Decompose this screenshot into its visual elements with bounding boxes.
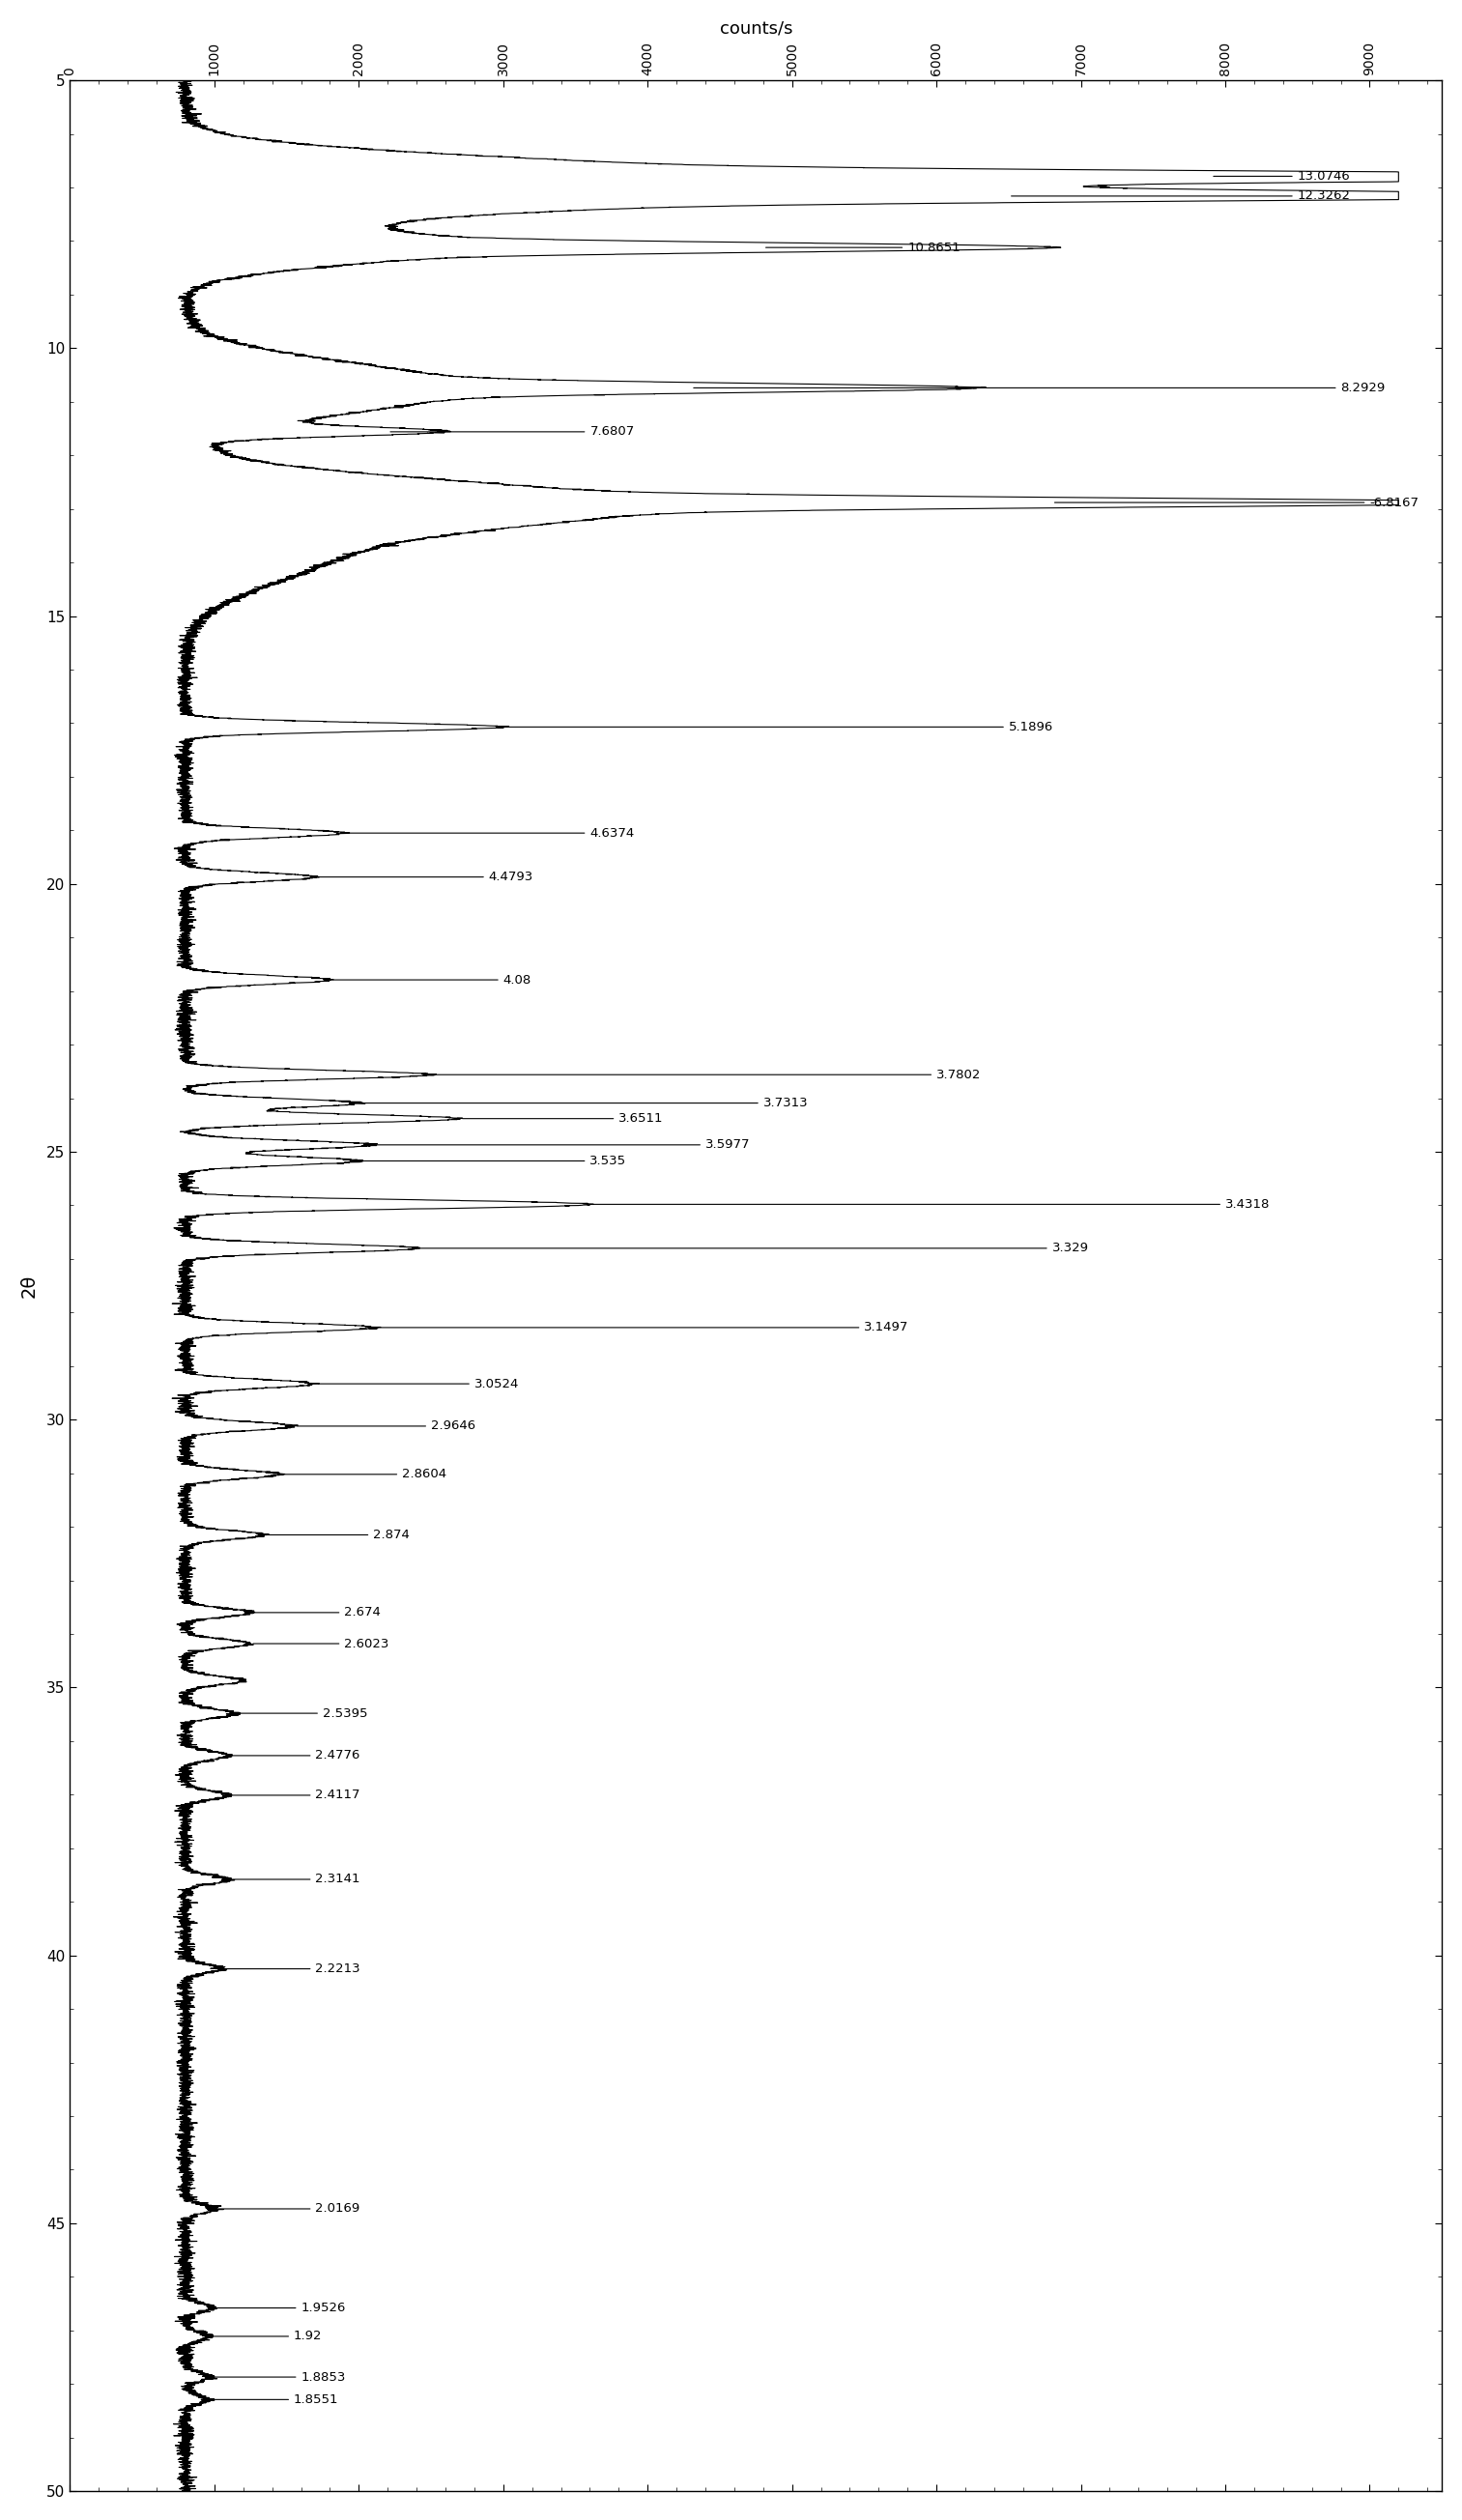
Text: 2.674: 2.674 (253, 1605, 382, 1618)
Text: 12.3262: 12.3262 (1012, 189, 1351, 202)
Text: 2.0169: 2.0169 (216, 2202, 360, 2215)
Text: 3.7313: 3.7313 (361, 1096, 808, 1109)
Text: 4.4793: 4.4793 (319, 872, 534, 885)
Text: 10.8651: 10.8651 (766, 242, 961, 255)
Text: 2.9646: 2.9646 (297, 1419, 475, 1431)
Text: 3.4318: 3.4318 (592, 1197, 1270, 1210)
Text: 2.3141: 2.3141 (231, 1872, 361, 1885)
Text: 2.874: 2.874 (268, 1530, 409, 1542)
Text: 2.5395: 2.5395 (238, 1706, 367, 1719)
Text: 8.2929: 8.2929 (693, 381, 1386, 393)
Text: 1.8551: 1.8551 (211, 2394, 339, 2407)
Text: 3.0524: 3.0524 (319, 1378, 519, 1391)
Text: 4.08: 4.08 (332, 973, 532, 985)
Text: 5.1896: 5.1896 (506, 721, 1053, 733)
Text: 2.8604: 2.8604 (282, 1469, 447, 1482)
Text: 2.4776: 2.4776 (231, 1749, 360, 1761)
Text: 13.0746: 13.0746 (1213, 169, 1351, 181)
Text: 2.4117: 2.4117 (231, 1789, 361, 1802)
Text: 1.8853: 1.8853 (213, 2371, 346, 2384)
Text: 3.329: 3.329 (420, 1242, 1089, 1255)
Text: 7.6807: 7.6807 (390, 426, 635, 438)
Text: 3.7802: 3.7802 (434, 1068, 981, 1081)
Y-axis label: 2θ: 2θ (20, 1275, 38, 1298)
X-axis label: counts/s: counts/s (719, 20, 792, 38)
Text: 3.1497: 3.1497 (376, 1320, 909, 1333)
Text: 1.9526: 1.9526 (213, 2301, 346, 2313)
Text: 2.2213: 2.2213 (224, 1963, 361, 1976)
Text: 4.6374: 4.6374 (346, 827, 635, 839)
Text: 3.6511: 3.6511 (462, 1111, 664, 1124)
Text: 1.92: 1.92 (212, 2331, 322, 2344)
Text: 3.5977: 3.5977 (376, 1139, 750, 1152)
Text: 3.535: 3.535 (361, 1154, 627, 1167)
Text: -6.8167: -6.8167 (1054, 496, 1420, 509)
Text: 2.6023: 2.6023 (253, 1638, 389, 1651)
